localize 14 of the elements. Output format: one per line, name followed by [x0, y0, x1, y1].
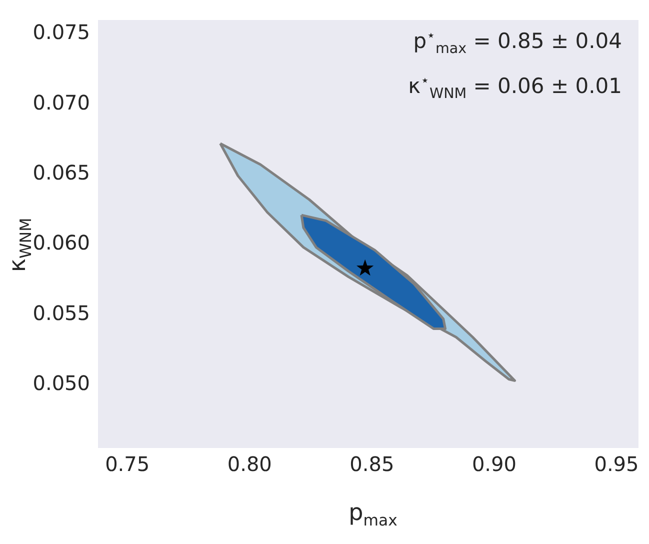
annotation: p$^{⋆}$$_{max}$ = 0.85 ± 0.04 — [412, 27, 622, 60]
y-tick-label: 0.055 — [32, 300, 90, 325]
y-tick-label: 0.075 — [32, 20, 90, 44]
x-tick-label: 0.95 — [594, 452, 639, 476]
x-tick-label: 0.75 — [105, 452, 150, 476]
annotation: κ$^{⋆}$$_{WNM}$ = 0.06 ± 0.01 — [408, 72, 622, 104]
x-tick-label: 0.85 — [350, 452, 394, 476]
y-tick-label: 0.060 — [32, 230, 90, 255]
y-tick-label: 0.050 — [32, 371, 90, 396]
x-tick-label: 0.90 — [472, 452, 516, 476]
x-axis-title: p$_{max}$ — [348, 500, 398, 530]
x-tick-label: 0.80 — [227, 452, 272, 476]
y-tick-label: 0.070 — [32, 90, 90, 114]
y-tick-label: 0.065 — [32, 160, 90, 185]
